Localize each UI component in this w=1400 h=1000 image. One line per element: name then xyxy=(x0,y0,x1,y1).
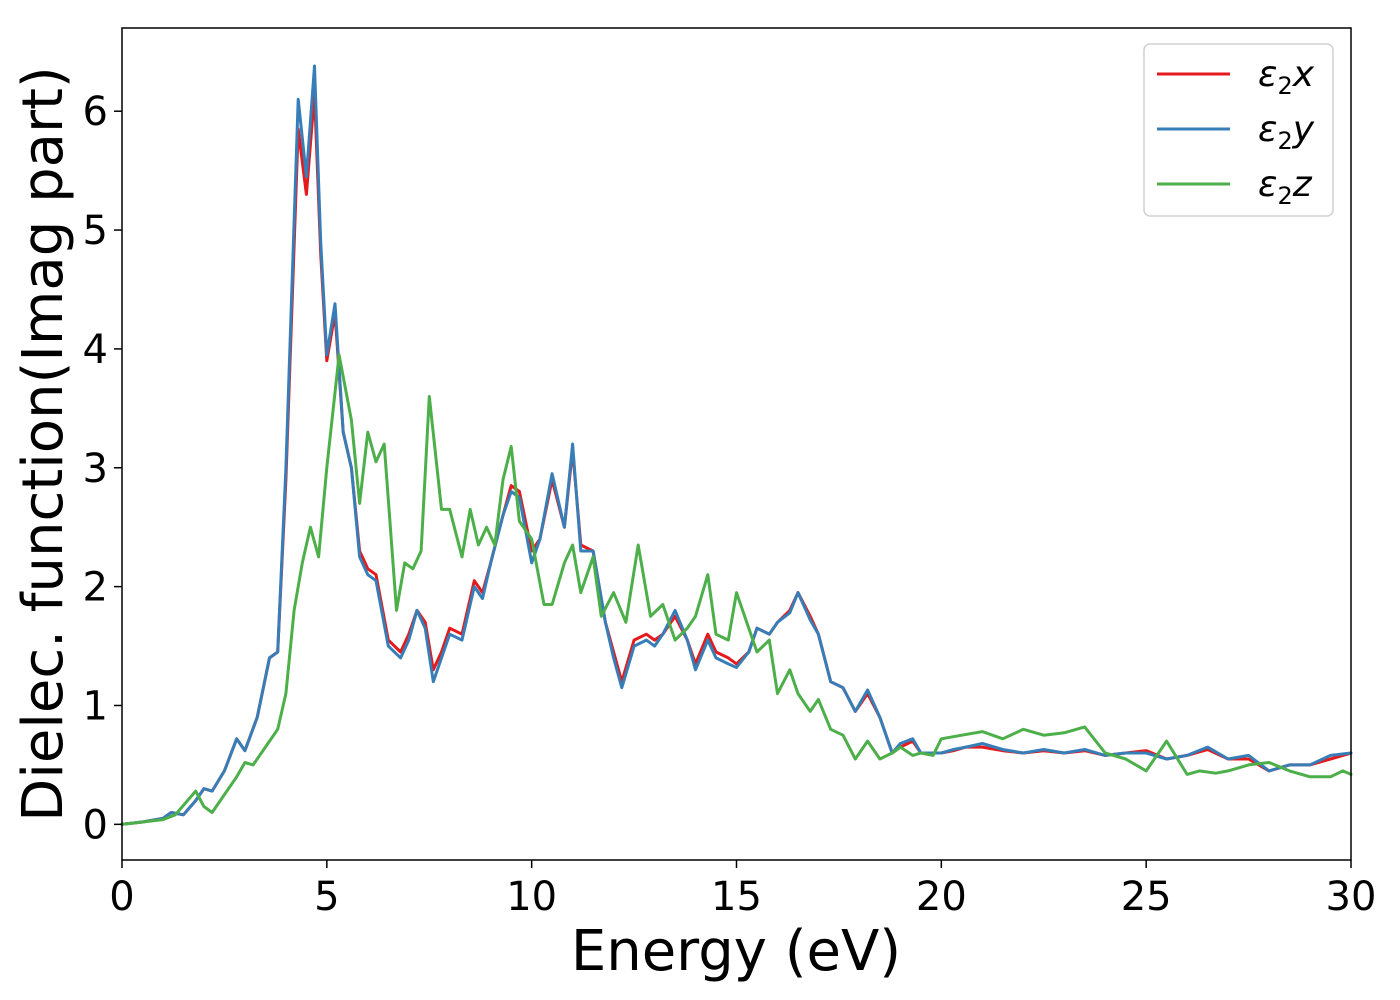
y-tick-label: 2 xyxy=(83,565,108,611)
x-axis-label: Energy (eV) xyxy=(571,919,901,984)
y-tick-label: 0 xyxy=(83,802,108,848)
y-tick-label: 4 xyxy=(83,327,108,373)
x-tick-label: 15 xyxy=(711,874,762,920)
series-line-1 xyxy=(120,64,1353,826)
y-tick-label: 6 xyxy=(83,89,108,135)
legend: ε2x ε2y ε2z xyxy=(1143,43,1334,217)
series-layer xyxy=(120,64,1353,826)
x-tick-label: 20 xyxy=(916,874,967,920)
legend-label-1: ε2y xyxy=(1258,109,1315,155)
x-tick-label: 5 xyxy=(314,874,339,920)
legend-entries: ε2x ε2y ε2z xyxy=(1157,54,1315,210)
y-tick-label: 5 xyxy=(83,208,108,254)
x-axis-ticks: 0 5 10 15 20 25 30 xyxy=(109,860,1376,920)
y-tick-label: 1 xyxy=(83,683,108,729)
legend-label-0: ε2x xyxy=(1258,54,1315,100)
y-axis-ticks: 0 1 2 3 4 5 6 xyxy=(83,89,122,848)
series-line-2 xyxy=(120,353,1353,826)
x-tick-label: 30 xyxy=(1326,874,1377,920)
legend-frame xyxy=(1143,43,1334,217)
x-tick-label: 10 xyxy=(506,874,557,920)
legend-label-2: ε2z xyxy=(1258,164,1313,210)
x-tick-label: 0 xyxy=(109,874,134,920)
y-axis-label: Dielec. function(Imag part) xyxy=(11,66,76,822)
y-tick-label: 3 xyxy=(83,446,108,492)
x-tick-label: 25 xyxy=(1121,874,1172,920)
